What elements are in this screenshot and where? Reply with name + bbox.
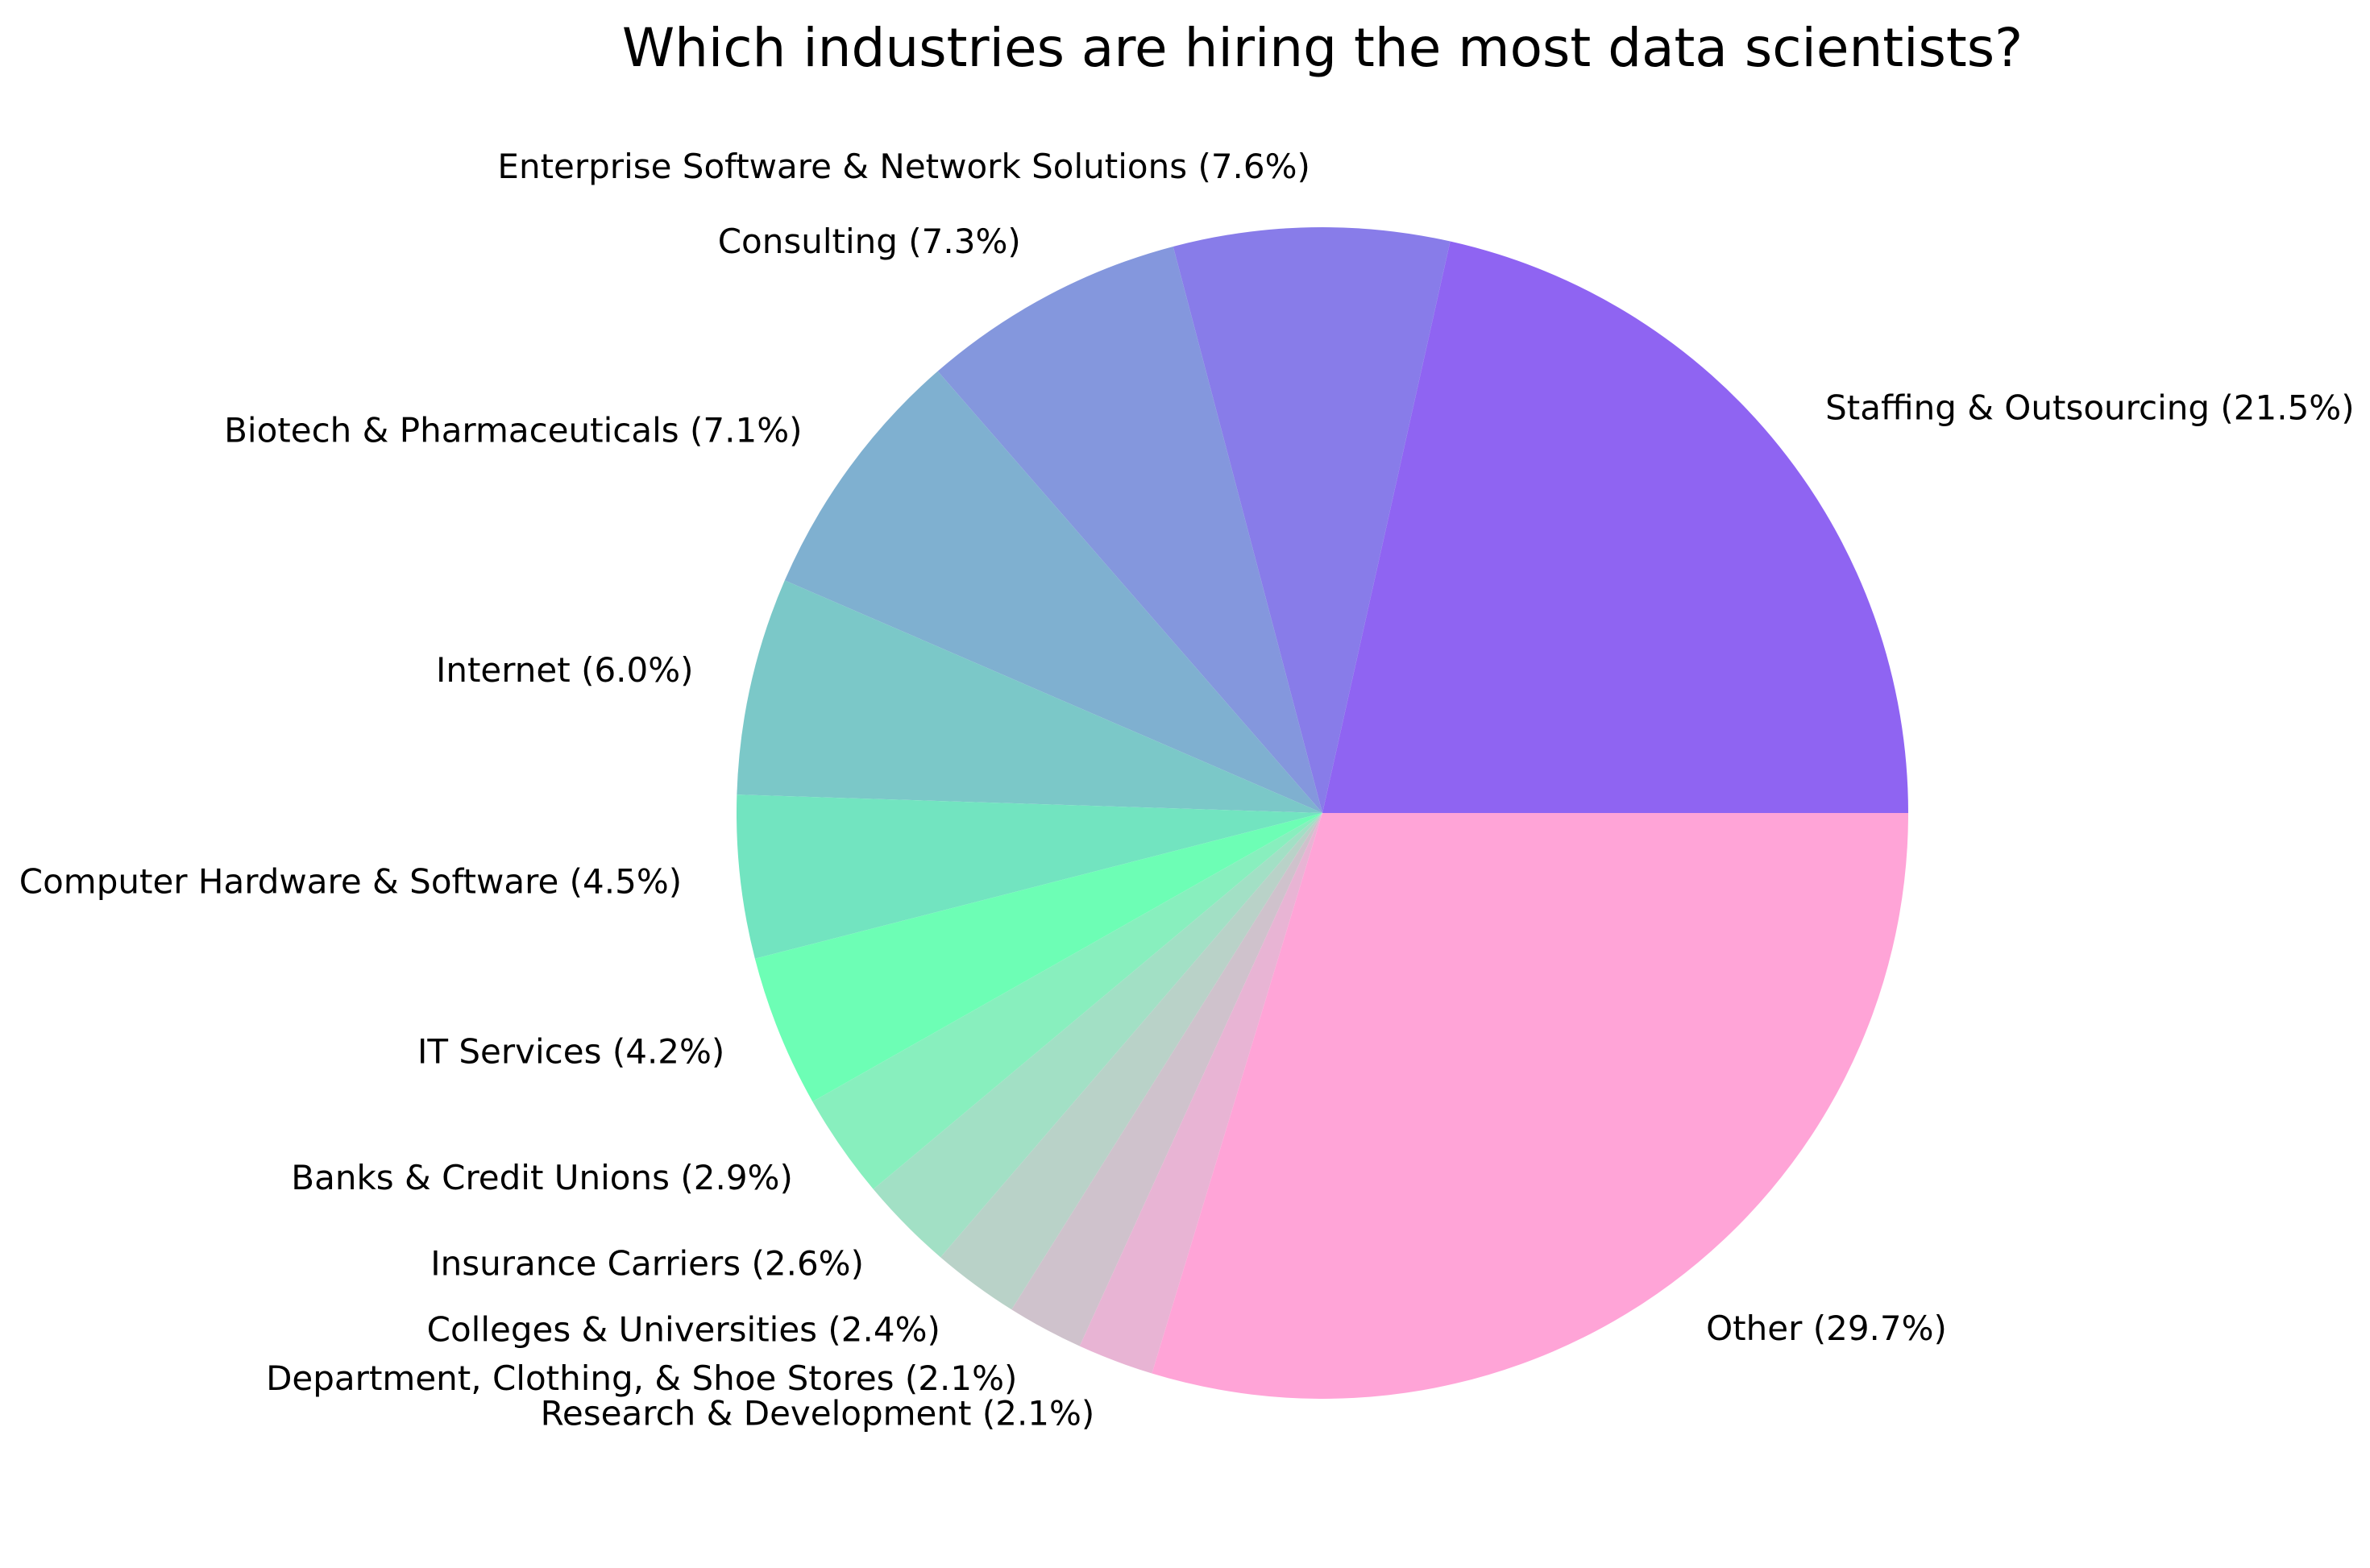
slice-label: Internet (6.0%) — [436, 650, 694, 690]
pie-labels: Staffing & Outsourcing (21.5%) Enterprise… — [19, 147, 2355, 1433]
pie-slice — [940, 813, 1322, 1310]
pie-slice — [1011, 813, 1322, 1346]
slice-label: Computer Hardware & Software (4.5%) — [19, 861, 682, 901]
slice-label: Biotech & Pharmaceuticals (7.1%) — [224, 410, 802, 450]
slice-label: Colleges & Universities (2.4%) — [427, 1310, 940, 1350]
pie-slice — [1079, 813, 1322, 1374]
slice-label: Enterprise Software & Network Solutions … — [497, 147, 1310, 186]
pie-slice — [784, 371, 1322, 813]
pie-slice — [812, 813, 1322, 1189]
slice-label: Department, Clothing, & Shoe Stores (2.1… — [266, 1359, 1017, 1398]
slice-label: Banks & Credit Unions (2.9%) — [291, 1158, 793, 1197]
pie-slice — [1173, 227, 1451, 813]
pie-slice — [737, 580, 1322, 813]
pie-slices — [737, 227, 1908, 1399]
slice-label: IT Services (4.2%) — [417, 1032, 724, 1072]
slice-label: Consulting (7.3%) — [718, 222, 1021, 261]
pie-slice — [1152, 813, 1908, 1399]
pie-slice — [737, 794, 1322, 959]
slice-label: Research & Development (2.1%) — [541, 1394, 1095, 1433]
pie-slice — [873, 813, 1322, 1258]
slice-label: Staffing & Outsourcing (21.5%) — [1825, 388, 2354, 427]
slice-label: Other (29.7%) — [1706, 1309, 1947, 1348]
chart-title: Which industries are hiring the most dat… — [622, 17, 2023, 79]
pie-slice — [1322, 241, 1908, 813]
pie-slice — [937, 246, 1322, 813]
pie-slice — [754, 813, 1322, 1102]
slice-label: Insurance Carriers (2.6%) — [430, 1243, 864, 1283]
